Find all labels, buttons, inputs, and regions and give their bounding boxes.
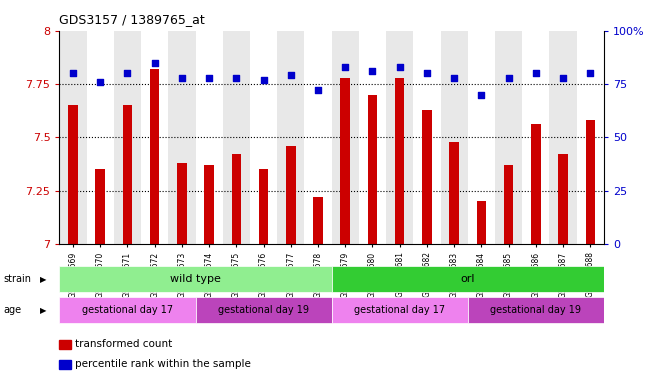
Bar (441, 31, 468, 244)
Point (531, 70, 541, 76)
Text: transformed count: transformed count (75, 339, 172, 349)
Bar (205, 165, 214, 244)
Bar (59, 297, 195, 323)
Point (367, 68, 378, 74)
Bar (150, 69, 160, 244)
Bar (277, 31, 304, 244)
Text: gestational day 17: gestational day 17 (82, 305, 173, 315)
Bar (413, 31, 441, 244)
Bar (195, 31, 223, 244)
Point (476, 91, 486, 98)
Point (68, 70, 79, 76)
Bar (331, 266, 604, 292)
Point (422, 70, 432, 76)
Bar (585, 120, 595, 244)
Bar (495, 31, 522, 244)
Point (558, 74, 568, 81)
Text: GDS3157 / 1389765_at: GDS3157 / 1389765_at (59, 13, 205, 26)
Point (313, 87, 323, 93)
Bar (359, 31, 386, 244)
Bar (549, 31, 577, 244)
Bar (232, 154, 241, 244)
Bar (395, 78, 405, 244)
Bar (368, 94, 378, 244)
Text: age: age (3, 305, 21, 315)
Point (204, 74, 214, 81)
Bar (59, 31, 86, 244)
Text: orl: orl (461, 274, 475, 285)
Bar (177, 163, 187, 244)
Bar (386, 31, 413, 244)
Text: percentile rank within the sample: percentile rank within the sample (75, 359, 251, 369)
Bar (558, 154, 568, 244)
Bar (314, 197, 323, 244)
Point (585, 70, 595, 76)
Bar (250, 31, 277, 244)
Point (177, 74, 187, 81)
Point (449, 74, 459, 81)
Bar (449, 142, 459, 244)
Bar (96, 169, 105, 244)
Point (231, 74, 242, 81)
Point (149, 60, 160, 66)
Text: ▶: ▶ (40, 275, 46, 284)
Bar (259, 169, 269, 244)
Bar (114, 31, 141, 244)
Text: wild type: wild type (170, 274, 221, 285)
Bar (422, 109, 432, 244)
Bar (468, 31, 495, 244)
Text: gestational day 19: gestational day 19 (490, 305, 581, 315)
Bar (304, 31, 332, 244)
Bar (577, 31, 604, 244)
Bar (68, 105, 78, 244)
Bar (86, 31, 114, 244)
Bar (504, 165, 513, 244)
Text: gestational day 19: gestational day 19 (218, 305, 309, 315)
Bar (123, 105, 132, 244)
Point (395, 64, 405, 70)
Bar (141, 31, 168, 244)
Bar (168, 31, 195, 244)
Bar (59, 266, 331, 292)
Bar (195, 297, 331, 323)
Bar (331, 297, 468, 323)
Point (122, 70, 133, 76)
Text: ▶: ▶ (40, 306, 46, 314)
Point (340, 64, 350, 70)
Point (504, 74, 514, 81)
Bar (522, 31, 549, 244)
Point (95, 79, 106, 85)
Point (258, 77, 269, 83)
Bar (477, 201, 486, 244)
Bar (531, 124, 541, 244)
Text: gestational day 17: gestational day 17 (354, 305, 446, 315)
Bar (341, 78, 350, 244)
Point (286, 73, 296, 79)
Bar (223, 31, 250, 244)
Text: strain: strain (3, 274, 31, 285)
Bar (331, 31, 359, 244)
Bar (468, 297, 604, 323)
Bar (286, 146, 296, 244)
